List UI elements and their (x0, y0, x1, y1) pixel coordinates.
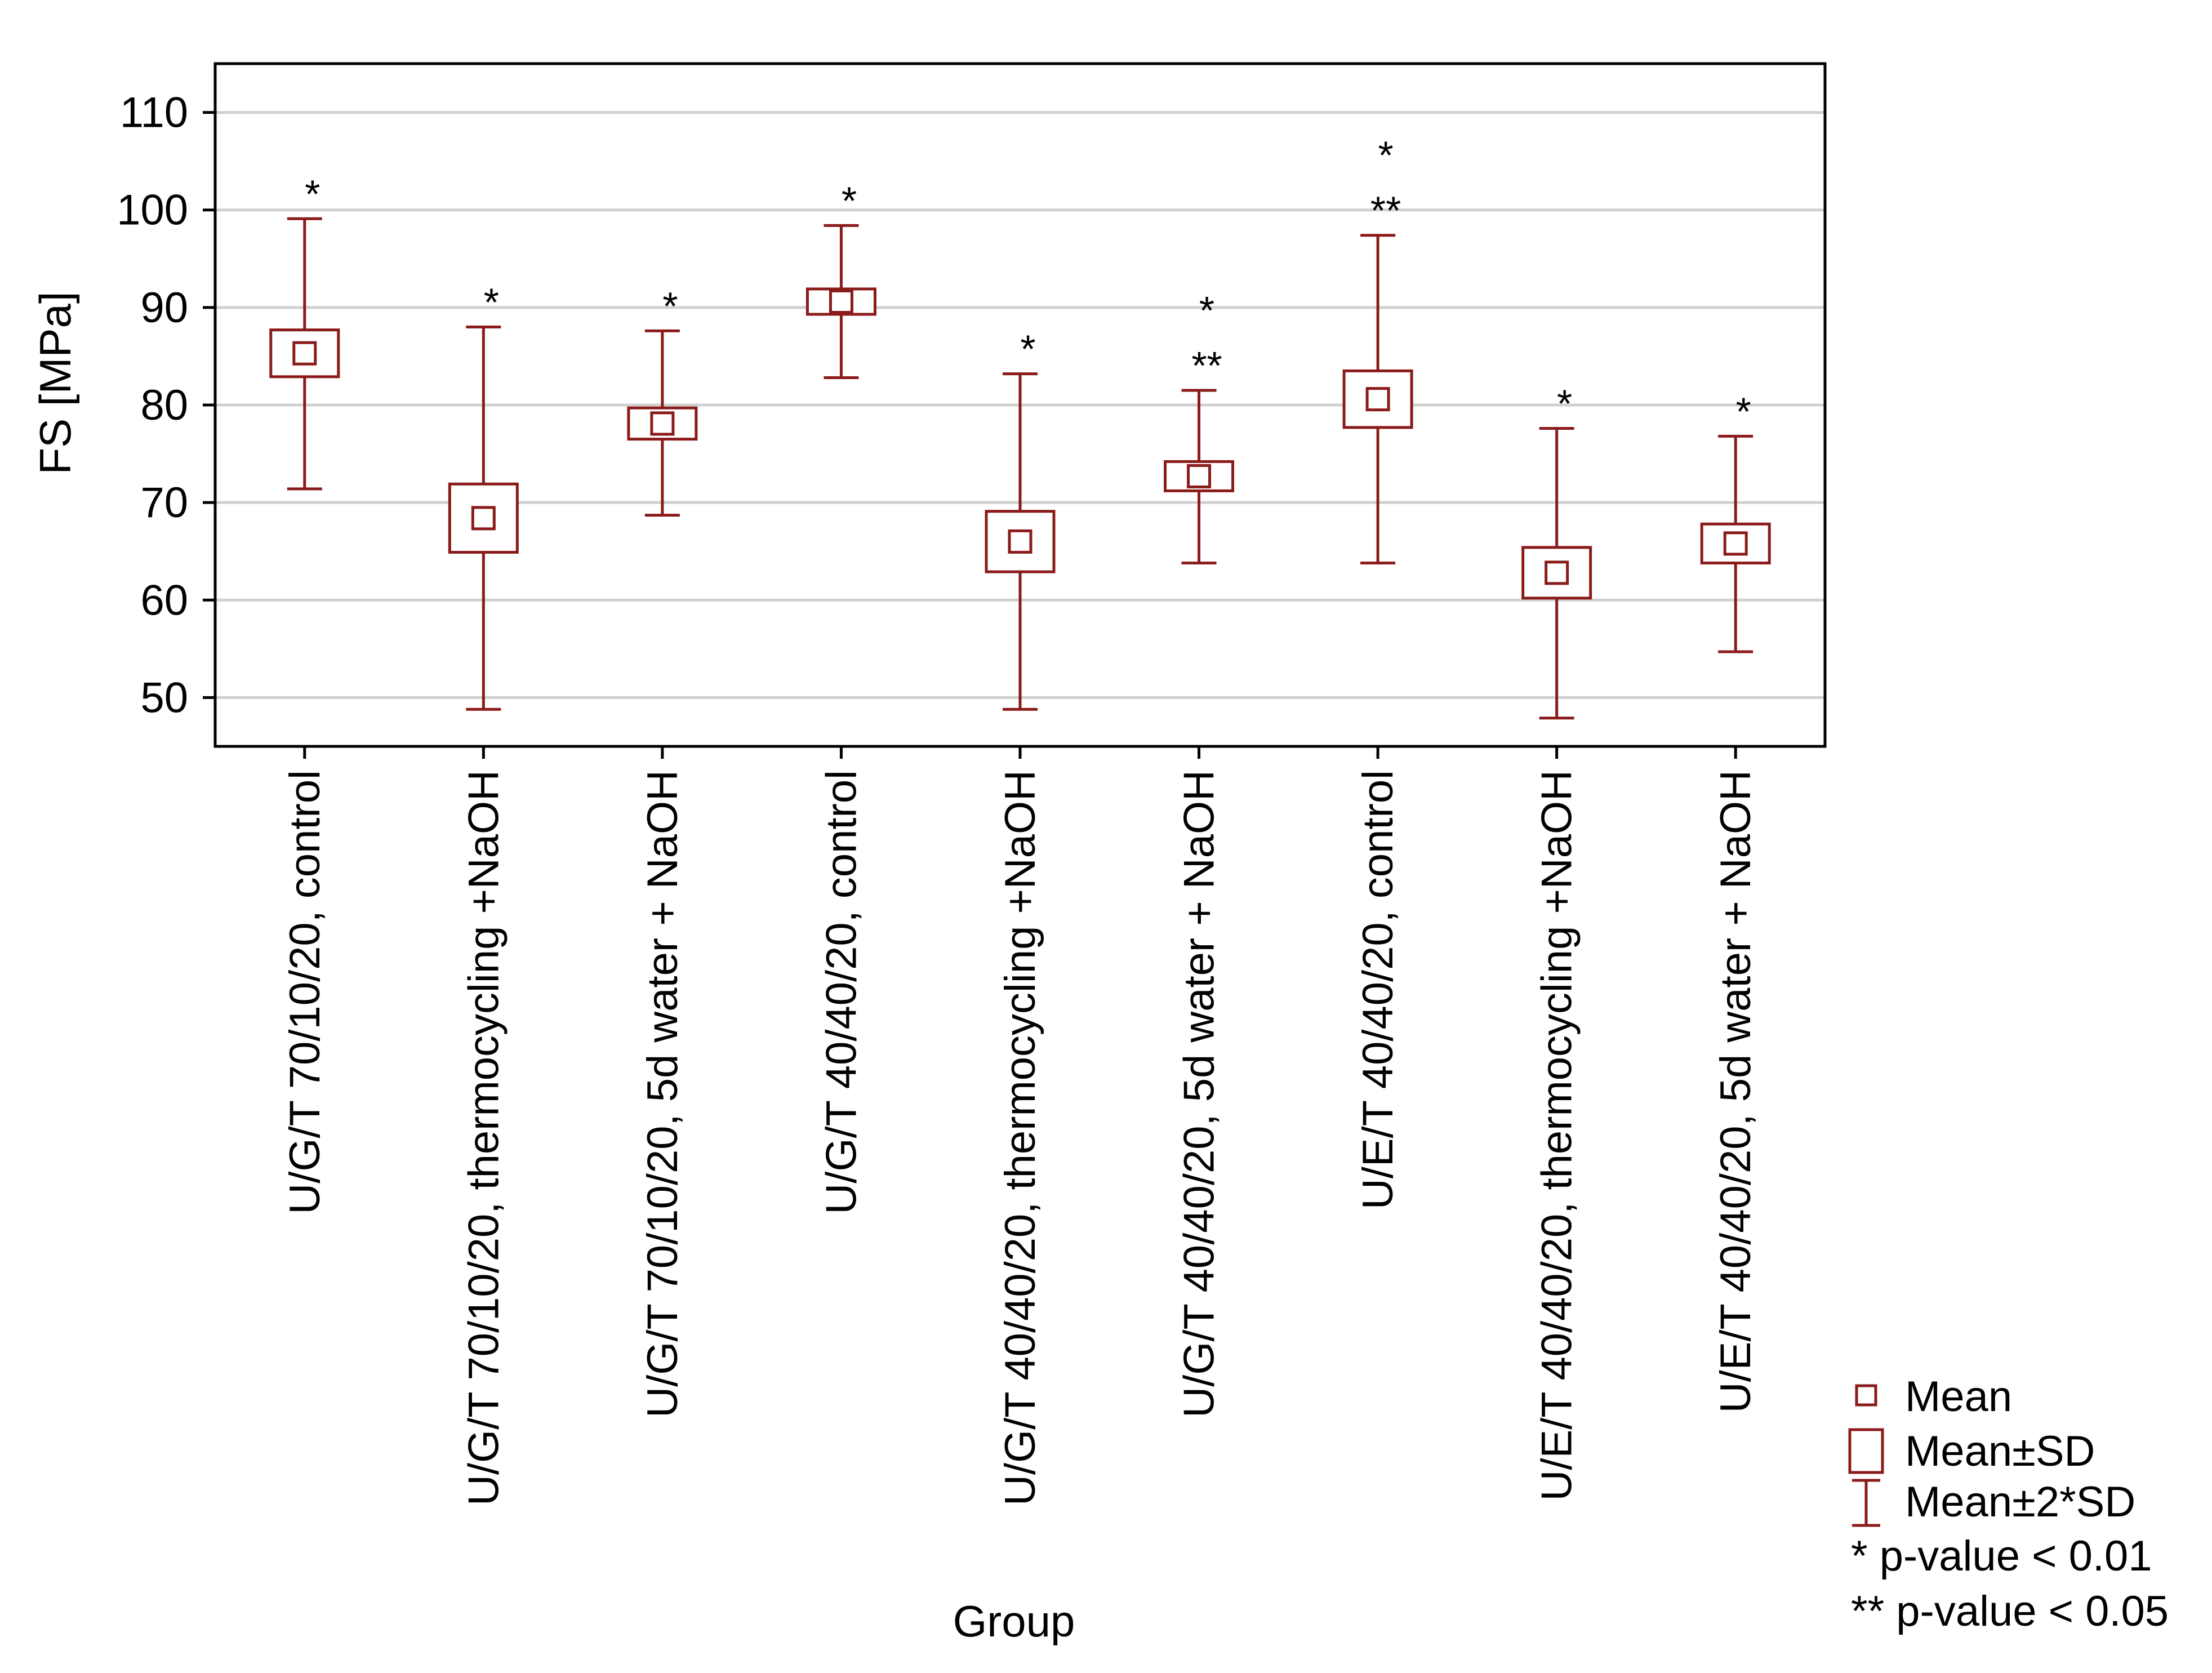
mean-marker (292, 341, 317, 366)
significance-mark: ** (1370, 189, 1401, 233)
mean-marker (471, 506, 496, 531)
box-group (985, 372, 1056, 711)
significance-mark: * (1557, 382, 1572, 426)
y-tick-label: 100 (117, 186, 188, 234)
mean-marker (1545, 560, 1569, 585)
x-tick-label: U/G/T 40/40/20, 5d water + NaOH (1176, 770, 1223, 1418)
legend-mean-label: Mean (1905, 1373, 2012, 1421)
significance-mark: * (1020, 327, 1035, 371)
legend-2sd-label: Mean±2*SD (1905, 1478, 2135, 1526)
significance-annotations: ** ********** * (305, 134, 1751, 434)
y-axis: 50 60 70 80 90 100 110 (117, 89, 215, 722)
legend-sd-icon (1848, 1428, 1884, 1474)
legend-sd-label: Mean±SD (1905, 1427, 2095, 1475)
legend-mean-icon (1855, 1384, 1877, 1407)
box-group (448, 325, 519, 711)
sd-box (1342, 369, 1413, 429)
significance-mark: * (484, 280, 499, 324)
box-group (627, 329, 698, 517)
x-tick-label: U/G/T 70/10/20, thermocycling +NaOH (460, 770, 508, 1506)
sd-box (1521, 546, 1592, 600)
mean-marker (1365, 387, 1390, 412)
significance-mark: * (1736, 389, 1751, 433)
legend-2sd-icon (1852, 1479, 1880, 1527)
y-tick-label: 70 (140, 479, 188, 527)
x-tick-label: U/E/T 40/40/20, 5d water + NaOH (1712, 770, 1760, 1413)
box-series (269, 217, 1771, 720)
y-tick-label: 110 (120, 89, 188, 137)
x-tick-label: U/G/T 40/40/20, thermocycling +NaOH (996, 770, 1044, 1506)
mean-marker (1723, 531, 1748, 556)
y-axis-label: FS [MPa] (30, 291, 80, 474)
significance-mark: * (305, 172, 320, 216)
sd-box (1700, 522, 1771, 564)
sd-box (448, 482, 519, 554)
significance-mark: * (662, 284, 678, 328)
y-tick-label: 60 (140, 576, 188, 624)
box-group (1700, 434, 1771, 653)
significance-mark: * (842, 179, 857, 223)
significance-mark: * (1199, 288, 1214, 332)
x-axis-ticks: U/G/T 70/10/20, control U/G/T 70/10/20, t… (281, 746, 1760, 1506)
box-group (1342, 234, 1413, 564)
x-tick-label: U/G/T 40/40/20, control (817, 770, 865, 1214)
legend-note-p001: * p-value < 0.01 (1851, 1532, 2152, 1580)
sd-box (985, 510, 1056, 573)
box-group (805, 224, 876, 380)
y-tick-label: 90 (140, 284, 188, 332)
significance-mark: ** (1191, 344, 1222, 388)
legend: Mean Mean±SD Mean±2*SD * p-value < 0.01 … (1848, 1373, 2169, 1635)
significance-mark: * (1378, 134, 1393, 177)
sd-box (805, 287, 876, 316)
x-tick-label: U/G/T 70/10/20, control (281, 770, 329, 1214)
x-tick-label: U/E/T 40/40/20, control (1354, 770, 1402, 1209)
box-group (1164, 389, 1235, 564)
x-tick-label: U/E/T 40/40/20, thermocycling +NaOH (1533, 770, 1581, 1501)
y-tick-label: 50 (140, 674, 188, 722)
legend-note-p005: ** p-value < 0.05 (1851, 1587, 2169, 1635)
mean-marker (1008, 529, 1032, 554)
x-tick-label: U/G/T 70/10/20, 5d water + NaOH (639, 770, 687, 1418)
x-axis-label: Group (953, 1596, 1075, 1646)
sd-box (269, 328, 340, 379)
box-group (269, 217, 340, 491)
box-group (1521, 427, 1592, 720)
mean-marker (650, 411, 675, 436)
mean-marker (1187, 464, 1212, 488)
mean-marker (829, 289, 853, 314)
y-tick-label: 80 (140, 381, 188, 429)
